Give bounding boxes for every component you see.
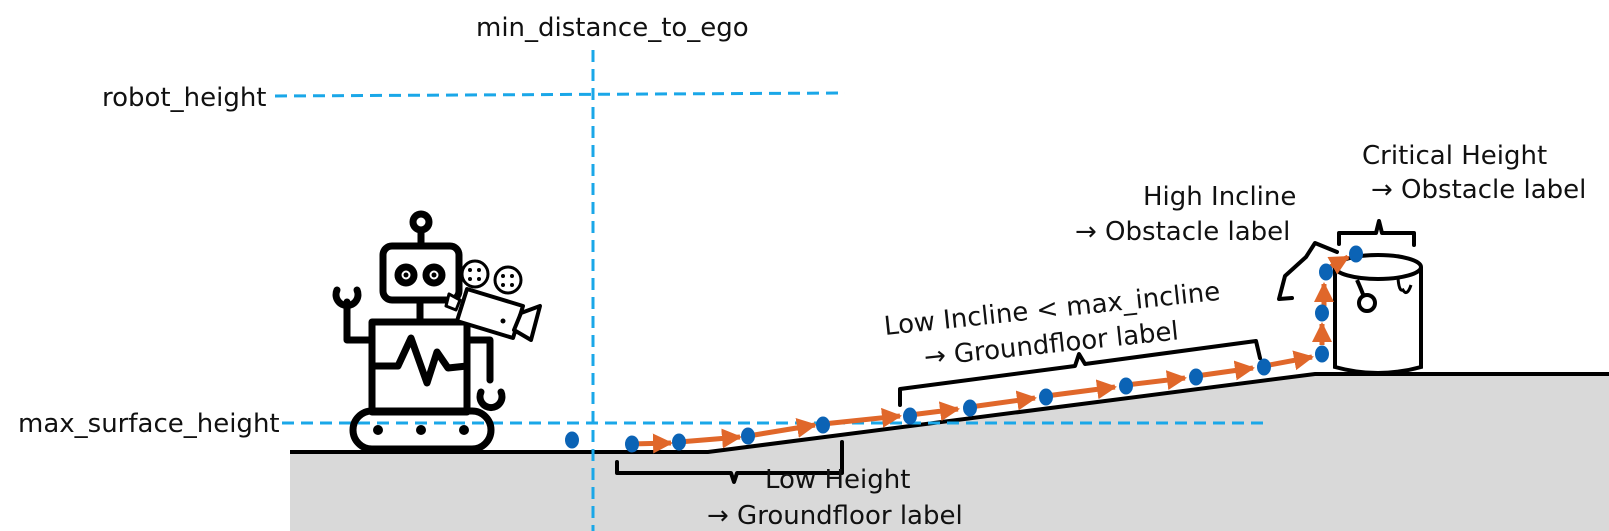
high-incline-label: High Incline	[1143, 182, 1296, 212]
max-surface-height-label: max_surface_height	[18, 409, 280, 439]
trajectory-arrow	[747, 418, 817, 439]
point	[1039, 388, 1053, 406]
min-distance-label: min_distance_to_ego	[476, 13, 749, 43]
critical-height-brace	[1337, 219, 1416, 247]
trajectory-arrow	[1263, 350, 1314, 371]
trajectory-arrow	[678, 428, 742, 449]
point-cloud-points	[565, 245, 1363, 453]
point	[816, 416, 830, 434]
critical-height-label: Critical Height	[1362, 141, 1547, 171]
point	[1315, 345, 1329, 363]
trajectory-arrow	[1195, 360, 1255, 381]
point	[565, 431, 579, 449]
trajectory-arrow	[1045, 379, 1117, 400]
camera-icon	[444, 259, 542, 342]
high-incline-brace	[1277, 241, 1339, 301]
point	[1189, 368, 1203, 386]
robot-height-label: robot_height	[102, 83, 267, 113]
high-incline-result: → Obstacle label	[1075, 217, 1290, 247]
low-height-result: → Groundfloor label	[707, 501, 963, 531]
low-height-brace	[615, 440, 844, 484]
low-incline-brace	[898, 339, 1262, 407]
trajectory-arrow	[1125, 370, 1187, 391]
point	[625, 435, 639, 453]
trajectory-arrow	[969, 390, 1037, 411]
critical-height-result: → Obstacle label	[1371, 175, 1586, 205]
trajectory-arrow	[822, 407, 902, 428]
point	[1315, 304, 1329, 322]
point	[741, 427, 755, 445]
robot-icon	[332, 210, 506, 453]
point	[1257, 358, 1271, 376]
point	[1319, 263, 1333, 281]
trajectory-arrows	[631, 254, 1350, 454]
bucket-icon	[1333, 253, 1423, 375]
trajectory-arrow	[1327, 254, 1350, 275]
point	[672, 433, 686, 451]
trajectory-arrow	[909, 401, 960, 422]
ground-area	[290, 374, 1609, 531]
low-height-label: Low Height	[765, 465, 910, 495]
ground-surface-line	[290, 372, 1609, 454]
point	[963, 399, 977, 417]
point	[1119, 377, 1133, 395]
point	[1349, 245, 1363, 263]
robot-height-line	[274, 91, 846, 98]
point	[903, 407, 917, 425]
